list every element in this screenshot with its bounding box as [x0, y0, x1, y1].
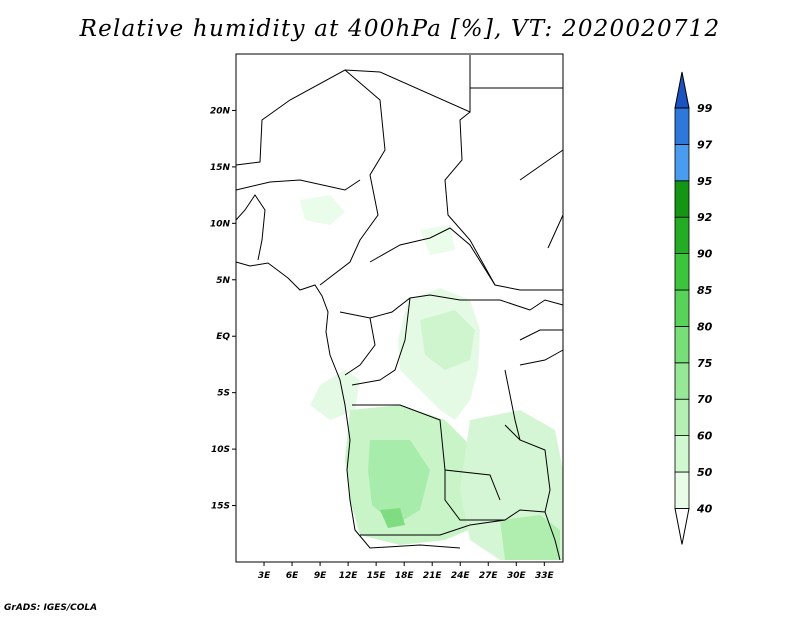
lon-tick-label: 12E: [339, 571, 359, 581]
lon-tick-label: 27E: [479, 571, 499, 581]
colorbar-label: 70: [697, 393, 713, 406]
humidity-area-gabon: [310, 370, 360, 420]
humidity-area-east-core: [500, 515, 560, 560]
colorbar-bin: [674, 143, 690, 182]
humidity-area-ckingdom: [420, 225, 455, 255]
colorbar-bin: [674, 107, 690, 145]
colorbar-label: 40: [696, 502, 713, 515]
border-chad: [319, 69, 386, 286]
lat-tick-label: 10S: [211, 445, 230, 455]
lon-tick-label: 9E: [314, 571, 327, 581]
lon-tick-label: 30E: [507, 571, 527, 581]
border-angola-north: [352, 404, 501, 501]
longitude-ticks: 3E 6E 9E 12E 15E 18E 21E 24E 27E 30E 33E: [258, 562, 555, 581]
colorbar-label: 85: [697, 284, 713, 297]
lat-tick-label: 5S: [217, 389, 230, 399]
colorbar-label: 80: [697, 320, 713, 333]
humidity-area-nigeria: [300, 195, 345, 225]
border-car: [369, 227, 496, 286]
humidity-area-center: [420, 310, 475, 370]
border-congo-north: [339, 294, 531, 319]
lat-tick-label: EQ: [216, 332, 230, 342]
lat-tick-label: 20N: [210, 106, 231, 116]
border-sudan-east: [470, 87, 564, 249]
country-borders: [235, 55, 564, 561]
lon-tick-label: 15E: [367, 571, 387, 581]
colorbar-bin: [674, 325, 690, 364]
colorbar-bin: [674, 180, 690, 218]
border-west-coast: [235, 194, 266, 261]
colorbar-label: 50: [697, 466, 713, 479]
humidity-area-angola-peak: [380, 508, 405, 528]
colorbar-bin: [674, 435, 690, 473]
credit-text: GrADS: IGES/COLA: [4, 603, 98, 613]
border-sudan: [444, 111, 563, 291]
colorbar-bin: [674, 507, 690, 545]
colorbar-bin: [674, 71, 690, 109]
colorbar-bin: [674, 253, 690, 291]
colorbar-label: 90: [697, 248, 713, 261]
lon-tick-label: 24E: [451, 571, 471, 581]
latitude-ticks: 20N 15N 10N 5N EQ 5S 10S 15S: [210, 106, 236, 512]
lat-tick-label: 10N: [210, 219, 231, 229]
border-lake-tanganyika: [504, 369, 521, 441]
colorbar-label: 75: [697, 357, 713, 370]
colorbar-label: 95: [697, 175, 713, 188]
colorbar-bin: [674, 471, 690, 509]
border-north: [235, 55, 471, 166]
lat-tick-label: 5N: [216, 276, 230, 286]
border-drc-west: [351, 297, 411, 386]
lon-tick-label: 33E: [535, 571, 555, 581]
colorbar-label: 92: [697, 211, 713, 224]
humidity-area-angola-core: [368, 440, 430, 525]
lat-tick-label: 15N: [210, 163, 231, 173]
map-frame: [235, 53, 564, 563]
coastline: [235, 261, 461, 549]
lon-tick-label: 18E: [395, 571, 415, 581]
lat-tick-label: 15S: [211, 502, 230, 512]
colorbar-label: 99: [697, 102, 713, 115]
colorbar-label: 97: [697, 138, 713, 151]
border-zambia: [444, 470, 505, 521]
lon-tick-label: 21E: [423, 571, 443, 581]
border-congo: [344, 317, 376, 376]
colorbar-bin: [674, 362, 690, 400]
border-angola-south: [360, 509, 546, 536]
colorbar-bin: [674, 289, 690, 327]
colorbar-bin: [674, 216, 690, 254]
map-title: Relative humidity at 400hPa [%], VT: 202…: [79, 16, 721, 42]
colorbar-bin: [674, 398, 690, 437]
lon-tick-label: 6E: [286, 571, 299, 581]
colorbar-label: 60: [697, 430, 713, 443]
lon-tick-label: 3E: [258, 571, 271, 581]
humidity-shading: [300, 195, 563, 560]
border-east-africa: [519, 299, 564, 366]
border-nigeria: [235, 179, 361, 191]
colorbar: 40 50 60 70 75 80 85 90 92 95 97 99: [674, 71, 713, 545]
